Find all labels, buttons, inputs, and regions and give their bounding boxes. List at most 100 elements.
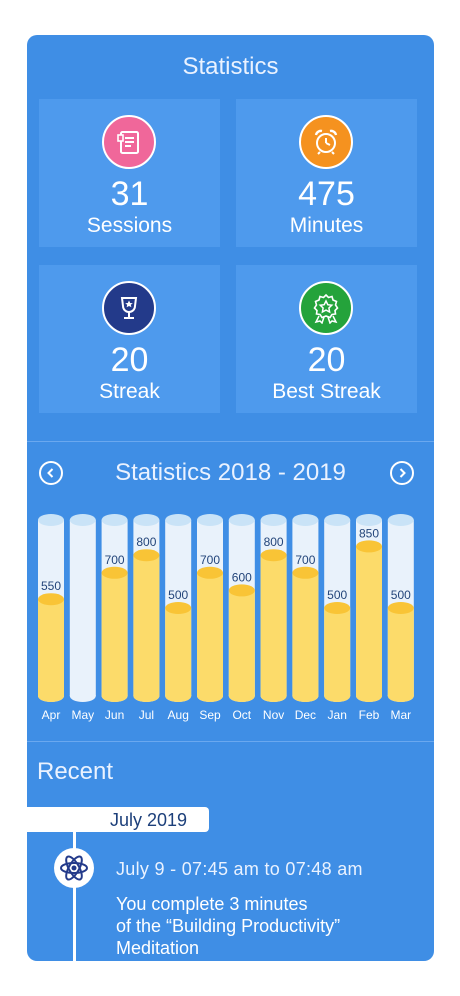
data-label: 700 bbox=[105, 553, 125, 567]
document-icon bbox=[102, 115, 156, 169]
month-label: July 2019 bbox=[110, 810, 188, 830]
bar-base bbox=[165, 690, 192, 702]
x-tick-label: Jul bbox=[139, 708, 154, 722]
bar-base bbox=[101, 690, 128, 702]
alarm-clock-icon bbox=[299, 115, 353, 169]
bar-base bbox=[292, 690, 319, 702]
bar-cap bbox=[197, 566, 223, 579]
x-tick-label: Jun bbox=[105, 708, 124, 722]
bar-track-cap bbox=[101, 514, 128, 526]
bar bbox=[197, 572, 223, 696]
x-tick-label: Sep bbox=[199, 708, 221, 722]
best-streak-value: 20 bbox=[307, 341, 346, 379]
divider bbox=[27, 741, 434, 742]
previous-year-button[interactable] bbox=[39, 461, 63, 485]
bar-cap bbox=[165, 602, 192, 614]
bar-base bbox=[356, 690, 382, 702]
data-label: 850 bbox=[359, 526, 379, 540]
bar-track-cap bbox=[165, 514, 192, 526]
bar bbox=[292, 572, 319, 696]
bar-track-cap bbox=[133, 514, 160, 526]
bar-track-cap bbox=[292, 514, 319, 526]
bar-track-cap bbox=[260, 514, 287, 526]
bar-track-cap bbox=[197, 514, 223, 526]
x-tick-label: Feb bbox=[359, 708, 380, 722]
data-label: 700 bbox=[295, 553, 315, 567]
entry-description: You complete 3 minutes of the “Building … bbox=[116, 893, 416, 959]
sessions-label: Sessions bbox=[86, 214, 173, 237]
streak-value: 20 bbox=[110, 341, 149, 379]
bar-base bbox=[324, 690, 351, 702]
sessions-value: 31 bbox=[110, 175, 149, 213]
best-streak-label: Best Streak bbox=[272, 380, 381, 403]
data-label: 550 bbox=[41, 579, 61, 593]
x-tick-label: Aug bbox=[168, 708, 189, 722]
bar-cap bbox=[101, 566, 128, 579]
data-label: 500 bbox=[327, 588, 347, 602]
month-header-bar bbox=[27, 807, 209, 832]
chevron-left-icon bbox=[47, 468, 54, 478]
statistics-range-title: Statistics 2018 - 2019 bbox=[115, 459, 346, 486]
bar bbox=[387, 608, 414, 696]
recent-heading: Recent bbox=[37, 758, 114, 785]
monthly-minutes-chart: 550 Apr May 700 Jun 800 Jul 500 Aug 700 Sep 600 Oct 8… bbox=[38, 514, 414, 722]
award-ribbon-icon bbox=[299, 281, 353, 335]
streak-tile: 20 Streak bbox=[39, 265, 220, 413]
next-year-button[interactable] bbox=[390, 461, 414, 485]
best-streak-tile: 20 Best Streak bbox=[236, 265, 417, 413]
minutes-tile: 475 Minutes bbox=[236, 99, 417, 247]
chevron-right-icon bbox=[399, 468, 406, 478]
x-tick-label: Jan bbox=[328, 708, 347, 722]
bar-cap bbox=[356, 540, 382, 553]
bar-cap bbox=[133, 549, 160, 562]
timeline-line bbox=[73, 832, 76, 961]
entry-description-line: Meditation bbox=[116, 938, 200, 958]
data-label: 500 bbox=[168, 588, 188, 602]
bar bbox=[260, 555, 287, 696]
x-tick-label: Oct bbox=[232, 708, 251, 722]
bar bbox=[356, 546, 382, 696]
x-tick-label: Mar bbox=[390, 708, 411, 722]
data-label: 800 bbox=[264, 535, 284, 549]
bar-cap bbox=[228, 584, 255, 597]
x-tick-label: Apr bbox=[42, 708, 61, 722]
bar bbox=[38, 599, 64, 696]
bar-track-cap bbox=[356, 514, 382, 526]
entry-description-line: You complete 3 minutes bbox=[116, 894, 308, 914]
bar-base bbox=[197, 690, 223, 702]
x-tick-label: Dec bbox=[295, 708, 316, 722]
bar-track-cap bbox=[324, 514, 351, 526]
sessions-tile: 31 Sessions bbox=[39, 99, 220, 247]
data-label: 500 bbox=[391, 588, 411, 602]
trophy-cup-icon bbox=[102, 281, 156, 335]
bar-base bbox=[260, 690, 287, 702]
bar-base bbox=[38, 690, 64, 702]
bar-cap bbox=[38, 593, 64, 606]
bar bbox=[228, 590, 255, 696]
data-label: 800 bbox=[136, 535, 156, 549]
bar-cap bbox=[324, 602, 351, 614]
bar bbox=[133, 555, 160, 696]
bar-base bbox=[133, 690, 160, 702]
x-tick-label: Nov bbox=[263, 708, 284, 722]
bar-track-cap bbox=[38, 514, 64, 526]
bar-track bbox=[69, 520, 96, 696]
minutes-value: 475 bbox=[298, 175, 355, 213]
data-label: 700 bbox=[200, 553, 220, 567]
minutes-label: Minutes bbox=[289, 214, 364, 237]
bar-cap bbox=[387, 602, 414, 614]
statistics-card: Statistics 31 Sessions bbox=[27, 35, 434, 961]
bar-track-cap bbox=[387, 514, 414, 526]
bar-track-base bbox=[69, 690, 96, 702]
x-tick-label: May bbox=[71, 708, 94, 722]
bar-cap bbox=[292, 566, 319, 579]
entry-time: July 9 - 07:45 am to 07:48 am bbox=[116, 859, 363, 879]
bar-track-cap bbox=[69, 514, 96, 526]
atom-icon bbox=[54, 848, 94, 888]
entry-description-line: of the “Building Productivity” bbox=[116, 916, 341, 936]
bar bbox=[324, 608, 351, 696]
bar-track-cap bbox=[228, 514, 255, 526]
page-title: Statistics bbox=[182, 53, 279, 80]
bar bbox=[101, 572, 128, 696]
bar-cap bbox=[260, 549, 287, 562]
